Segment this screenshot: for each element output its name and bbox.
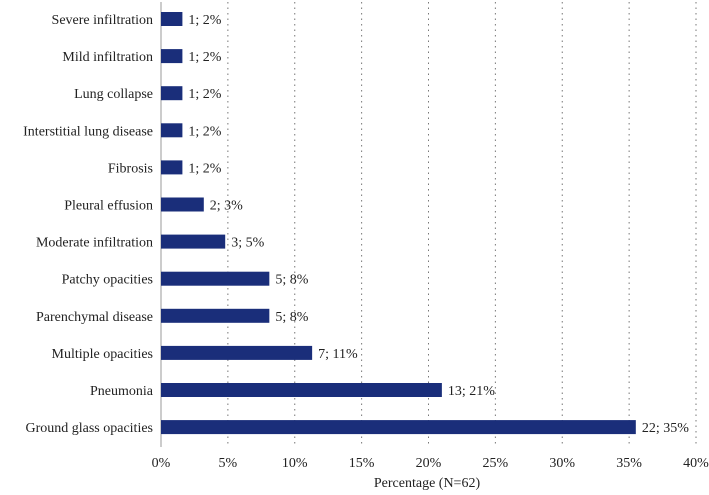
category-label: Interstitial lung disease	[23, 124, 153, 139]
bar	[161, 49, 183, 64]
x-tick-label: 10%	[282, 456, 308, 471]
data-label: 1; 2%	[188, 161, 221, 176]
bar	[161, 234, 226, 249]
bar	[161, 420, 636, 435]
data-label: 7; 11%	[318, 347, 358, 362]
x-tick-label: 40%	[683, 456, 709, 471]
category-label: Lung collapse	[74, 87, 153, 102]
bar	[161, 160, 183, 175]
bar	[161, 308, 270, 323]
data-label: 1; 2%	[188, 87, 221, 102]
x-tick-labels: 0% 5% 10% 15% 20% 25% 30% 35% 40%	[152, 456, 709, 471]
data-label: 22; 35%	[642, 421, 689, 436]
bar	[161, 86, 183, 101]
category-label: Severe infiltration	[52, 13, 153, 28]
x-tick-label: 25%	[483, 456, 509, 471]
x-tick-label: 35%	[616, 456, 642, 471]
data-label: 1; 2%	[188, 50, 221, 65]
x-tick-label: 0%	[152, 456, 171, 471]
x-tick-label: 15%	[349, 456, 375, 471]
x-tick-label: 30%	[549, 456, 575, 471]
data-label: 3; 5%	[231, 236, 264, 251]
category-label: Pneumonia	[90, 384, 154, 399]
category-label: Fibrosis	[108, 161, 153, 176]
category-label: Pleural effusion	[64, 199, 153, 214]
data-label: 2; 3%	[210, 199, 243, 214]
data-label: 13; 21%	[448, 384, 495, 399]
category-label: Multiple opacities	[52, 347, 153, 362]
category-label: Parenchymal disease	[36, 310, 153, 325]
x-axis-title: Percentage (N=62)	[374, 476, 481, 491]
data-label: 5; 8%	[275, 310, 308, 325]
x-tick-label: 5%	[219, 456, 238, 471]
data-labels: 1; 2% 1; 2% 1; 2% 1; 2% 1; 2% 2; 3% 3; 5% 5; 8%…	[188, 13, 689, 436]
bar	[161, 345, 313, 360]
data-label: 1; 2%	[188, 13, 221, 28]
category-label: Patchy opacities	[62, 273, 153, 288]
bar	[161, 197, 204, 212]
x-tick-label: 20%	[416, 456, 442, 471]
bar	[161, 271, 270, 286]
data-label: 1; 2%	[188, 124, 221, 139]
grid-lines	[160, 2, 697, 447]
category-label: Mild infiltration	[62, 50, 153, 65]
category-label: Moderate infiltration	[36, 236, 153, 251]
category-label: Ground glass opacities	[25, 421, 153, 436]
bars	[161, 12, 636, 435]
category-labels: Severe infiltration Mild infiltration Lung…	[23, 13, 154, 436]
bar	[161, 123, 183, 138]
bar	[161, 12, 183, 26]
bar	[161, 383, 442, 397]
data-label: 5; 8%	[275, 273, 308, 288]
